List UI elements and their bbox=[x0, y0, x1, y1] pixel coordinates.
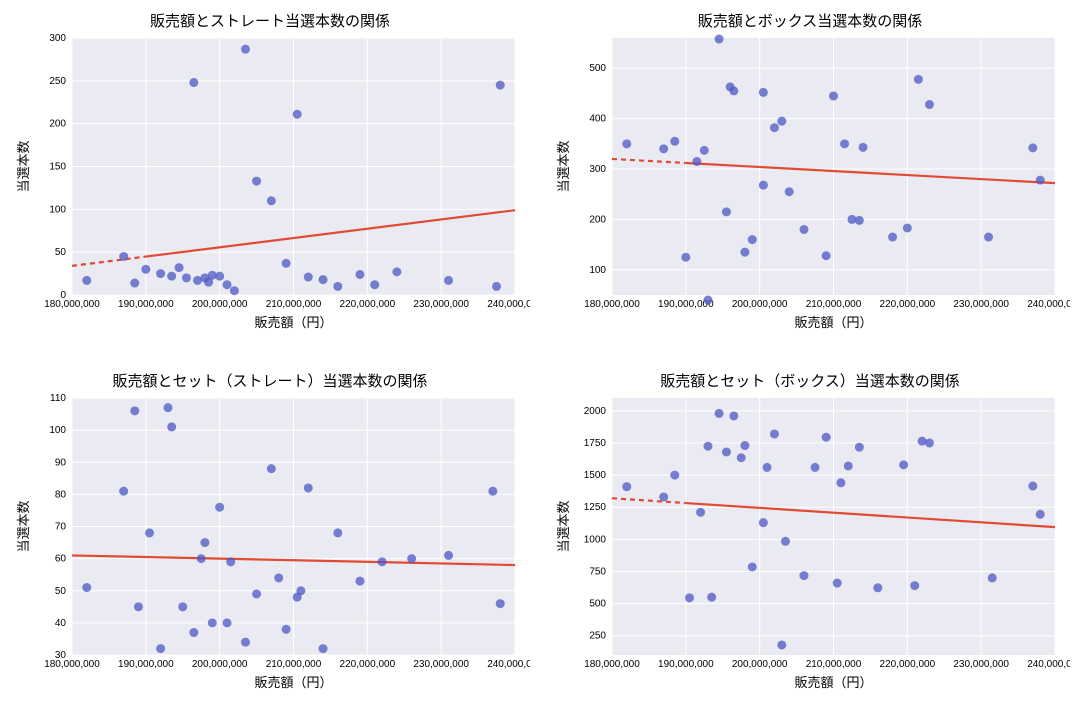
svg-text:300: 300 bbox=[49, 33, 66, 44]
chart-svg-set-box: 250 500 750 1000 1250 1500 1750 2000 180,000,000… bbox=[550, 393, 1070, 703]
svg-text:販売額（円）: 販売額（円） bbox=[254, 315, 332, 330]
svg-text:220,000,000: 220,000,000 bbox=[340, 659, 396, 670]
svg-text:110: 110 bbox=[50, 393, 66, 404]
svg-text:100: 100 bbox=[49, 204, 66, 215]
svg-text:250: 250 bbox=[589, 631, 606, 642]
svg-text:販売額（円）: 販売額（円） bbox=[254, 675, 332, 690]
panel-box: 販売額とボックス当選本数の関係 100 200 300 400 500 180,000,0… bbox=[550, 10, 1070, 350]
svg-text:60: 60 bbox=[55, 554, 67, 565]
svg-text:販売額（円）: 販売額（円） bbox=[794, 675, 872, 690]
svg-text:100: 100 bbox=[589, 265, 606, 276]
svg-text:220,000,000: 220,000,000 bbox=[880, 299, 936, 310]
svg-text:1750: 1750 bbox=[584, 438, 607, 449]
svg-text:230,000,000: 230,000,000 bbox=[953, 299, 1009, 310]
svg-text:200: 200 bbox=[589, 214, 606, 225]
panel-set-straight: 販売額とセット（ストレート）当選本数の関係 304050607080901001… bbox=[10, 370, 530, 710]
svg-text:1000: 1000 bbox=[584, 534, 607, 545]
svg-text:1500: 1500 bbox=[584, 470, 607, 481]
svg-text:300: 300 bbox=[589, 164, 606, 175]
svg-text:180,000,000: 180,000,000 bbox=[584, 299, 640, 310]
svg-text:当選本数: 当選本数 bbox=[16, 140, 31, 192]
svg-text:200: 200 bbox=[49, 119, 66, 130]
svg-text:190,000,000: 190,000,000 bbox=[658, 659, 714, 670]
svg-text:当選本数: 当選本数 bbox=[556, 140, 571, 192]
svg-text:190,000,000: 190,000,000 bbox=[118, 659, 174, 670]
svg-text:100: 100 bbox=[49, 425, 66, 436]
svg-text:200,000,000: 200,000,000 bbox=[192, 659, 248, 670]
svg-text:200,000,000: 200,000,000 bbox=[732, 659, 788, 670]
panel-title: 販売額とセット（ストレート）当選本数の関係 bbox=[10, 370, 530, 391]
svg-text:230,000,000: 230,000,000 bbox=[413, 659, 469, 670]
panel-title: 販売額とストレート当選本数の関係 bbox=[10, 10, 530, 31]
svg-text:180,000,000: 180,000,000 bbox=[44, 659, 100, 670]
svg-text:230,000,000: 230,000,000 bbox=[953, 659, 1009, 670]
panel-title: 販売額とボックス当選本数の関係 bbox=[550, 10, 1070, 31]
svg-text:400: 400 bbox=[589, 114, 606, 125]
svg-text:210,000,000: 210,000,000 bbox=[806, 299, 862, 310]
svg-text:240,000,000: 240,000,000 bbox=[487, 659, 530, 670]
chart-svg-set-straight: 30405060708090100110180,000,000190,000,0… bbox=[10, 393, 530, 703]
svg-text:500: 500 bbox=[589, 599, 606, 610]
svg-text:210,000,000: 210,000,000 bbox=[266, 299, 322, 310]
svg-text:220,000,000: 220,000,000 bbox=[880, 659, 936, 670]
panel-set-box: 販売額とセット（ボックス）当選本数の関係 250 500 750 1000 1250 15… bbox=[550, 370, 1070, 710]
svg-text:240,000,000: 240,000,000 bbox=[1027, 299, 1070, 310]
svg-text:240,000,000: 240,000,000 bbox=[487, 299, 530, 310]
svg-text:2000: 2000 bbox=[584, 406, 607, 417]
chart-svg-straight: 050100150200250300180,000,000190,000,000… bbox=[10, 33, 530, 343]
chart-grid: 販売額とストレート当選本数の関係 050100150200250300180,0… bbox=[10, 10, 1070, 710]
svg-text:150: 150 bbox=[49, 162, 66, 173]
svg-text:1250: 1250 bbox=[584, 502, 607, 513]
svg-text:230,000,000: 230,000,000 bbox=[413, 299, 469, 310]
svg-text:当選本数: 当選本数 bbox=[16, 500, 31, 552]
svg-text:40: 40 bbox=[55, 618, 67, 629]
panel-title: 販売額とセット（ボックス）当選本数の関係 bbox=[550, 370, 1070, 391]
svg-text:当選本数: 当選本数 bbox=[556, 500, 571, 552]
svg-text:50: 50 bbox=[55, 586, 67, 597]
svg-text:210,000,000: 210,000,000 bbox=[806, 659, 862, 670]
svg-text:750: 750 bbox=[589, 566, 606, 577]
svg-text:販売額（円）: 販売額（円） bbox=[794, 315, 872, 330]
svg-text:210,000,000: 210,000,000 bbox=[266, 659, 322, 670]
svg-text:250: 250 bbox=[49, 76, 66, 87]
svg-text:220,000,000: 220,000,000 bbox=[340, 299, 396, 310]
svg-text:90: 90 bbox=[55, 457, 67, 468]
svg-text:70: 70 bbox=[55, 522, 67, 533]
svg-text:190,000,000: 190,000,000 bbox=[118, 299, 174, 310]
svg-text:80: 80 bbox=[55, 489, 67, 500]
panel-straight: 販売額とストレート当選本数の関係 050100150200250300180,0… bbox=[10, 10, 530, 350]
svg-text:240,000,000: 240,000,000 bbox=[1027, 659, 1070, 670]
svg-text:200,000,000: 200,000,000 bbox=[732, 299, 788, 310]
svg-text:180,000,000: 180,000,000 bbox=[44, 299, 100, 310]
chart-svg-box: 100200300400500180,000,000190,000,000200… bbox=[550, 33, 1070, 343]
svg-text:500: 500 bbox=[589, 63, 606, 74]
svg-text:200,000,000: 200,000,000 bbox=[192, 299, 248, 310]
svg-text:50: 50 bbox=[55, 247, 67, 258]
svg-text:180,000,000: 180,000,000 bbox=[584, 659, 640, 670]
